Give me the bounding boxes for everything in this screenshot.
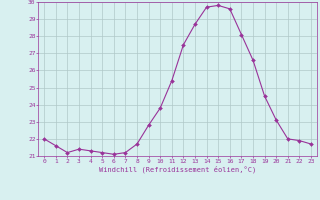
X-axis label: Windchill (Refroidissement éolien,°C): Windchill (Refroidissement éolien,°C) [99, 165, 256, 173]
